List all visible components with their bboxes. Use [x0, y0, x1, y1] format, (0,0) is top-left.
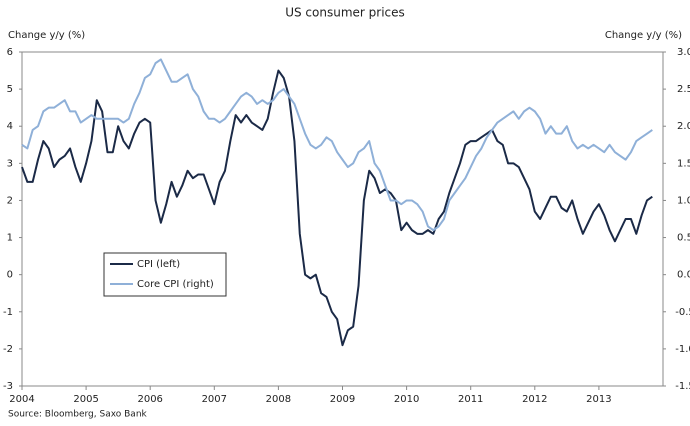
y-tick-label: -3: [3, 381, 13, 392]
y2-tick-label: -1.5: [675, 381, 690, 392]
y2-tick-label: 1.5: [677, 158, 690, 169]
y2-tick-label: 3.0: [677, 47, 690, 58]
x-tick-label: 2010: [394, 394, 419, 405]
x-tick-label: 2004: [9, 394, 34, 405]
x-tick-label: 2008: [266, 394, 291, 405]
y2-tick-label: 2.0: [677, 121, 690, 132]
x-tick-label: 2013: [586, 394, 611, 405]
plot-frame: [21, 51, 664, 387]
y2-tick-label: -0.5: [675, 307, 690, 318]
y2-tick-label: 0.5: [677, 233, 690, 244]
y2-tick-label: 2.5: [677, 84, 690, 95]
x-tick-label: 2009: [330, 394, 355, 405]
x-tick-label: 2006: [137, 394, 162, 405]
y2-tick-label: -1.0: [675, 344, 690, 355]
legend-label: Core CPI (right): [137, 279, 214, 290]
chart-title: US consumer prices: [285, 6, 405, 20]
y-tick-label: 0: [7, 270, 13, 281]
x-tick-label: 2005: [73, 394, 98, 405]
x-tick-label: 2007: [202, 394, 227, 405]
y-tick-label: 5: [7, 84, 13, 95]
line-series: [21, 58, 653, 232]
y-tick-label: -2: [3, 344, 13, 355]
line-series: [21, 69, 653, 347]
y2-tick-label: 1.0: [677, 195, 690, 206]
source: Source: Bloomberg, Saxo Bank: [8, 410, 148, 420]
y-tick-label: 6: [7, 47, 13, 58]
legend-label: CPI (left): [137, 259, 180, 270]
legend-box: [103, 252, 227, 297]
y2-axis-label: Change y/y (%): [605, 30, 682, 41]
y2-tick-label: 0.0: [677, 270, 690, 281]
y-tick-label: -1: [3, 307, 13, 318]
y-tick-label: 1: [7, 233, 13, 244]
x-tick-label: 2012: [522, 394, 547, 405]
y-tick-label: 4: [7, 121, 13, 132]
y-tick-label: 3: [7, 158, 13, 169]
y-tick-label: 2: [7, 195, 13, 206]
y-axis-label: Change y/y (%): [8, 30, 85, 41]
x-tick-label: 2011: [458, 394, 483, 405]
